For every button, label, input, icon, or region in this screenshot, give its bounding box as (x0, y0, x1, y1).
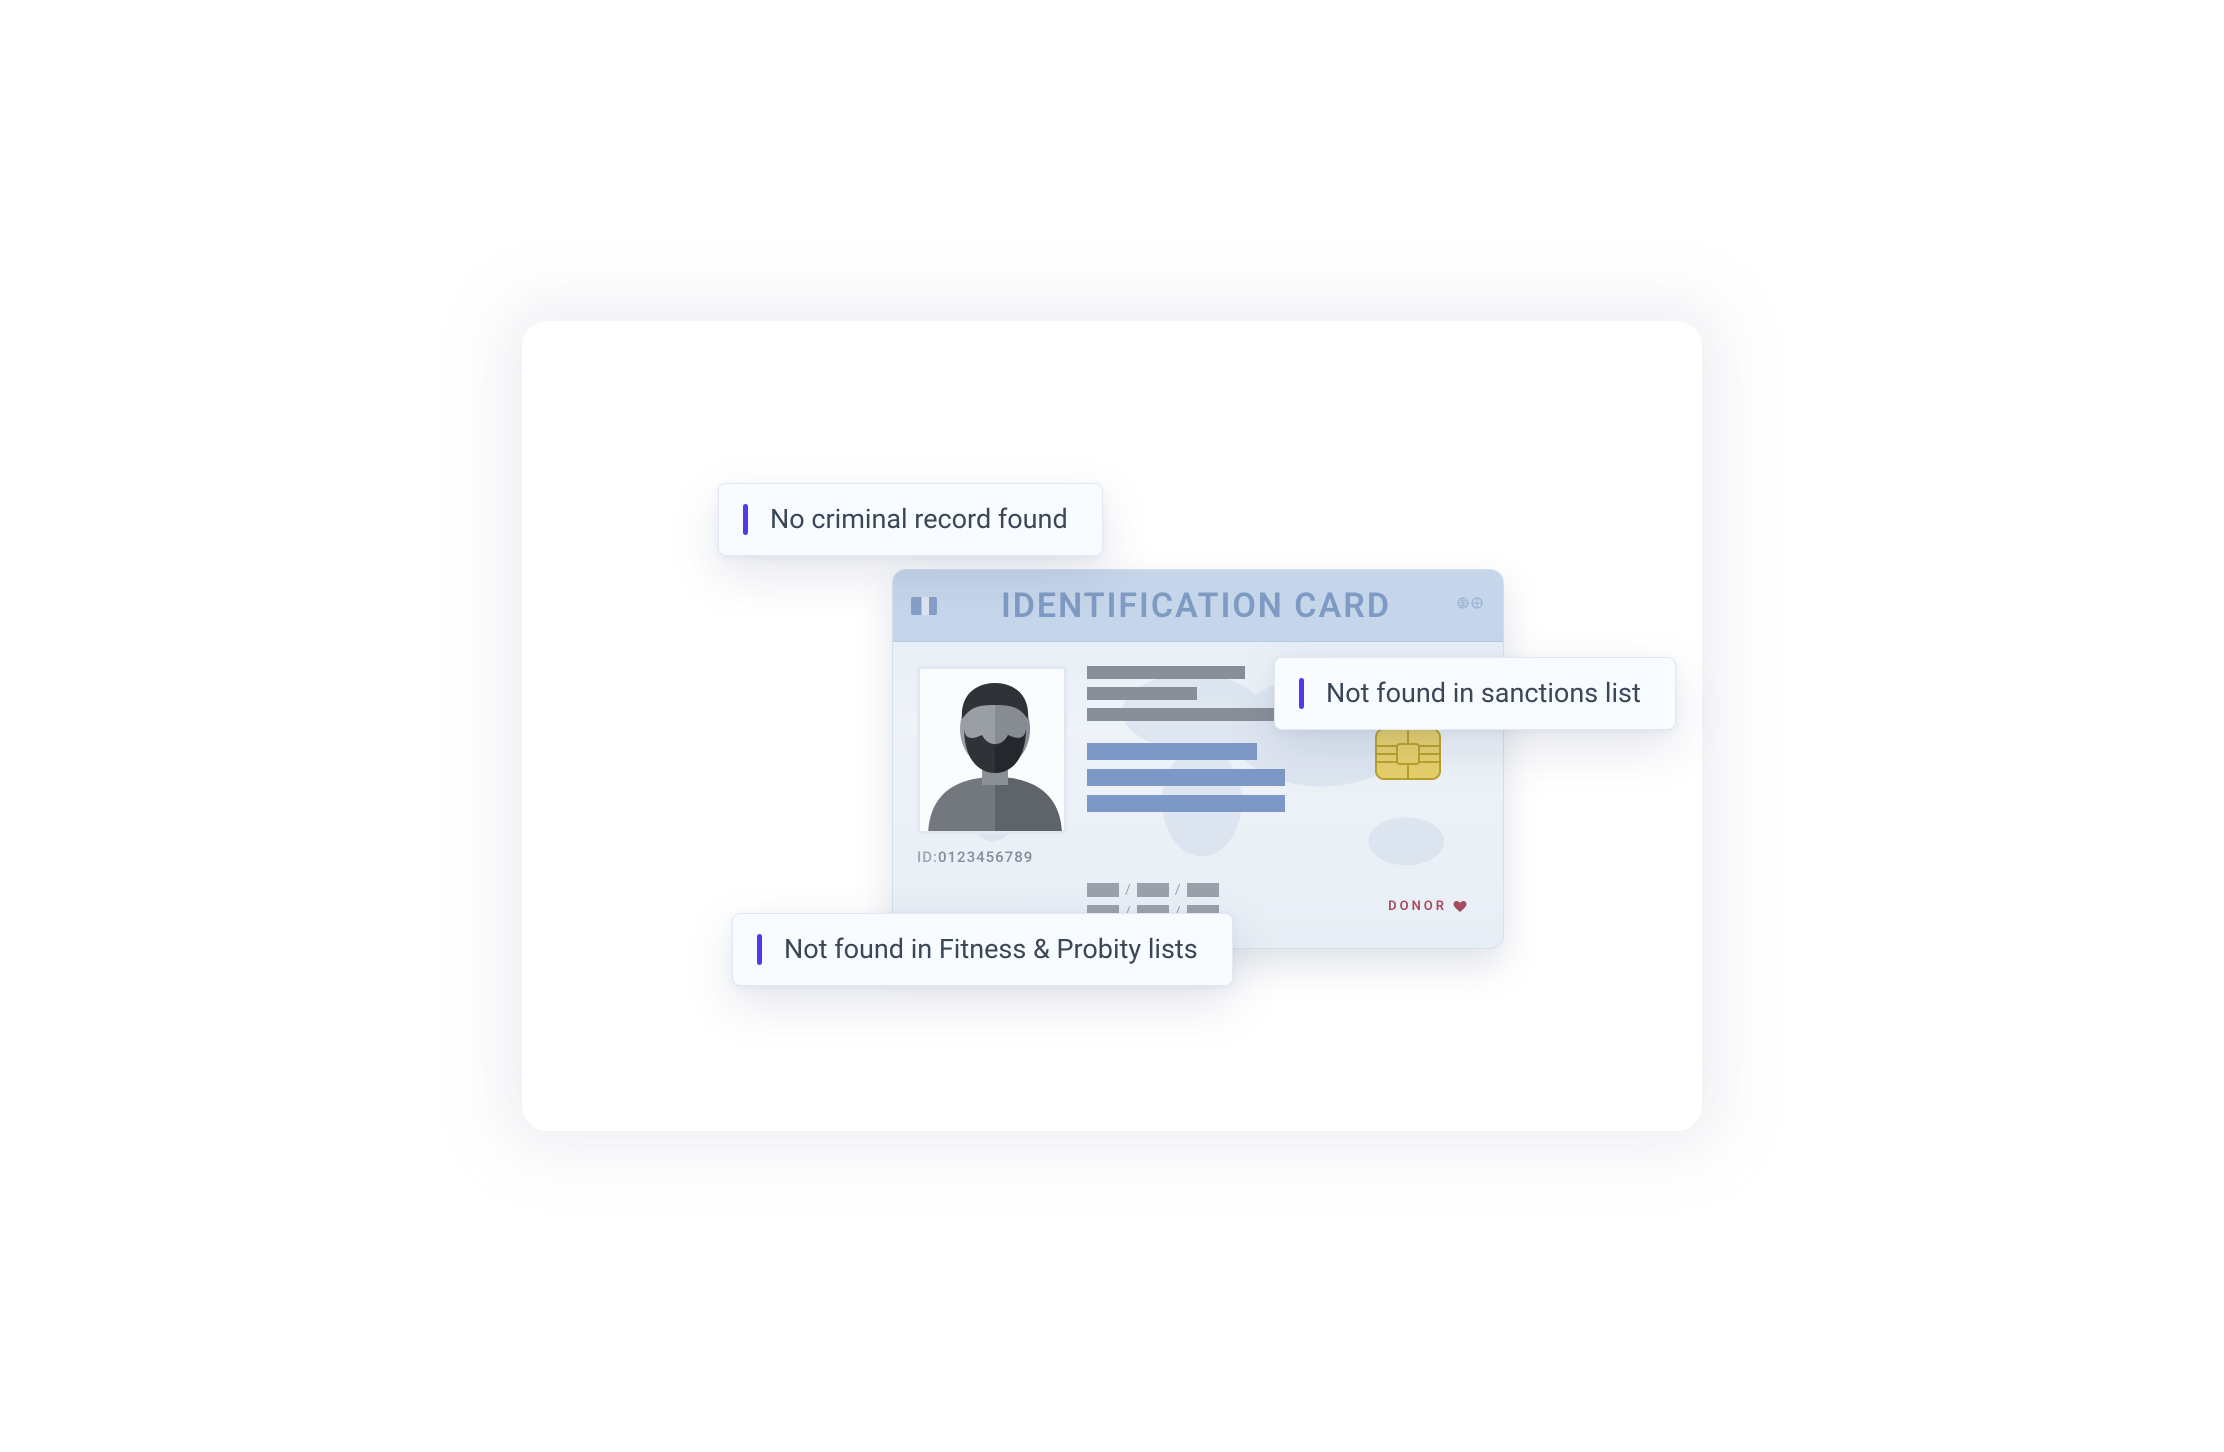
pill-label: No criminal record found (770, 504, 1068, 535)
segment (1137, 883, 1169, 897)
status-pill-fitness-probity: Not found in Fitness & Probity lists (732, 913, 1233, 986)
id-value: 0123456789 (938, 848, 1033, 866)
donor-label: DONOR (1388, 899, 1447, 914)
id-card-header: IDENTIFICATION CARD (893, 570, 1503, 642)
id-number-line: ID:0123456789 (917, 848, 1033, 866)
segment (1087, 883, 1119, 897)
globe-icon (1455, 595, 1485, 616)
status-pill-sanctions: Not found in sanctions list (1274, 657, 1676, 730)
pill-accent (757, 934, 762, 965)
pill-label: Not found in Fitness & Probity lists (784, 934, 1198, 965)
flag-icon (911, 597, 937, 615)
id-photo (917, 666, 1067, 834)
id-label: ID: (917, 848, 938, 866)
placeholder-line (1087, 743, 1257, 760)
id-card: IDENTIFICATION CARD (892, 569, 1504, 949)
donor-badge: DONOR (1388, 899, 1467, 914)
placeholder-line (1087, 666, 1245, 679)
segment-row: / / (1087, 882, 1219, 898)
panel-frame: IDENTIFICATION CARD (522, 321, 1702, 1131)
status-pill-criminal-record: No criminal record found (718, 483, 1103, 556)
pill-accent (743, 504, 748, 535)
placeholder-line (1087, 687, 1197, 700)
stage: IDENTIFICATION CARD (522, 321, 1702, 1131)
placeholder-line (1087, 769, 1285, 786)
placeholder-line (1087, 795, 1285, 812)
id-card-title: IDENTIFICATION CARD (937, 586, 1455, 626)
pill-accent (1299, 678, 1304, 709)
chip-icon (1375, 728, 1441, 780)
segment (1187, 883, 1219, 897)
heart-icon (1453, 901, 1467, 913)
placeholder-line (1087, 708, 1277, 721)
pill-label: Not found in sanctions list (1326, 678, 1641, 709)
